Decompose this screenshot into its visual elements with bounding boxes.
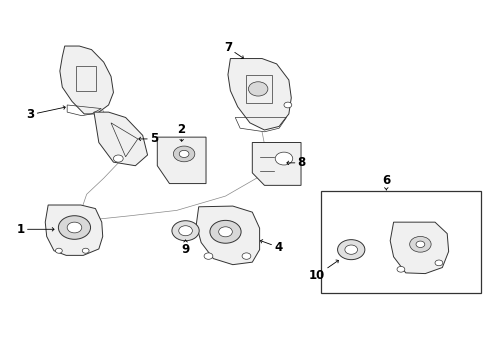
Circle shape [416, 241, 425, 248]
Polygon shape [60, 46, 114, 114]
Circle shape [435, 260, 443, 266]
Polygon shape [252, 143, 301, 185]
Circle shape [82, 248, 89, 253]
Text: 7: 7 [224, 41, 244, 59]
Circle shape [284, 102, 292, 108]
Text: 4: 4 [261, 240, 282, 254]
Polygon shape [45, 205, 103, 255]
Polygon shape [196, 206, 260, 265]
Circle shape [248, 82, 268, 96]
Circle shape [204, 253, 213, 259]
Circle shape [179, 150, 189, 157]
Circle shape [172, 221, 199, 241]
Text: 3: 3 [26, 106, 65, 121]
Circle shape [397, 266, 405, 272]
Circle shape [173, 146, 195, 162]
Text: 8: 8 [287, 156, 306, 169]
Circle shape [338, 240, 365, 260]
Text: 10: 10 [309, 260, 339, 282]
Polygon shape [157, 137, 206, 184]
Circle shape [210, 220, 241, 243]
Text: 1: 1 [17, 223, 54, 236]
Circle shape [219, 227, 232, 237]
Circle shape [242, 253, 251, 259]
Bar [320, 191, 481, 293]
Circle shape [55, 248, 62, 253]
Polygon shape [390, 222, 449, 274]
Text: 2: 2 [177, 123, 186, 141]
Circle shape [179, 226, 193, 236]
Circle shape [345, 245, 358, 254]
Circle shape [67, 222, 82, 233]
Polygon shape [94, 112, 147, 166]
Circle shape [58, 216, 91, 239]
Text: 9: 9 [181, 240, 190, 256]
Circle shape [114, 155, 123, 162]
Circle shape [275, 152, 293, 165]
Polygon shape [228, 59, 291, 130]
Circle shape [410, 237, 431, 252]
Text: 6: 6 [382, 174, 391, 190]
Text: 5: 5 [139, 132, 158, 145]
